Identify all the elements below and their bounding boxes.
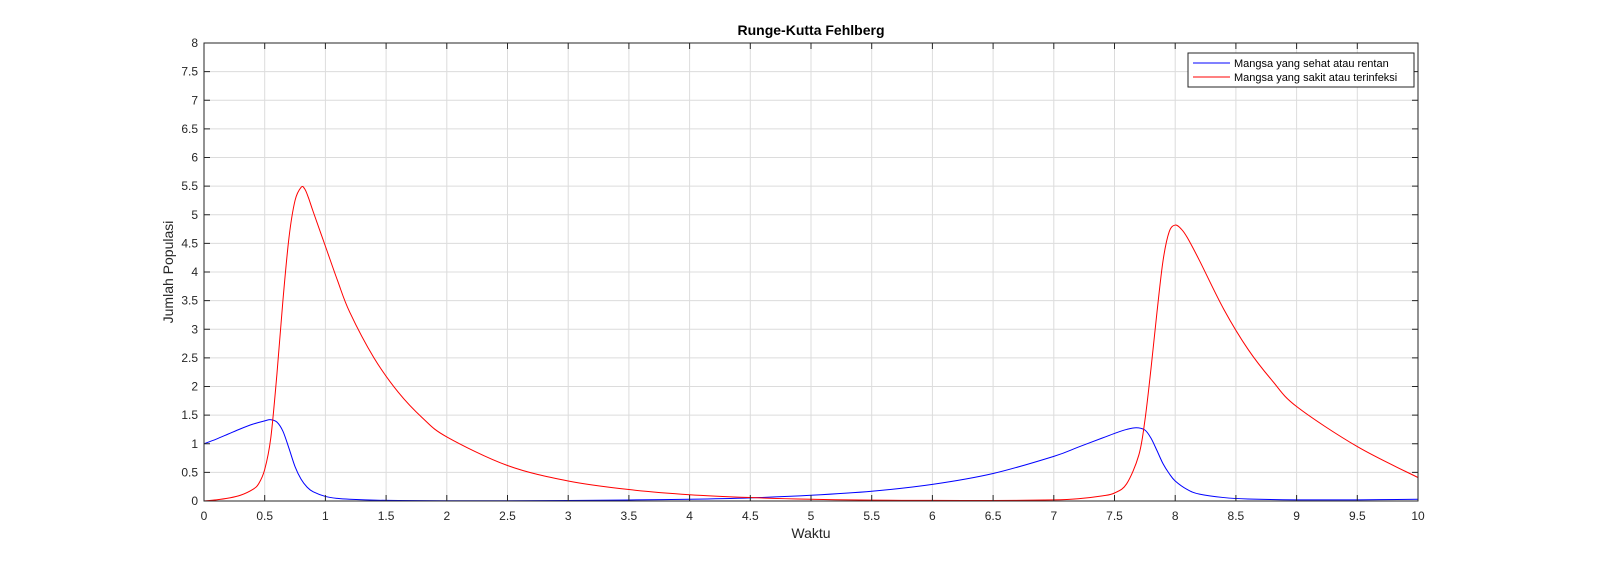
plot-area: 0 0.5 1 1.5 2 2.5 3 3.5 4 4.5 5 5.5 6 6.5 7 7.5 8 8.5 9 9.5… bbox=[181, 36, 1425, 523]
y-tick-label: 4 bbox=[191, 265, 198, 279]
x-tick-label: 0 bbox=[201, 509, 208, 523]
x-tick-label: 3 bbox=[565, 509, 572, 523]
y-tick-label: 4.5 bbox=[181, 236, 198, 250]
x-tick-label: 8 bbox=[1172, 509, 1179, 523]
x-tick-label: 2.5 bbox=[499, 509, 516, 523]
x-tick-label: 3.5 bbox=[621, 509, 638, 523]
x-tick-label: 4 bbox=[686, 509, 693, 523]
y-tick-label: 7.5 bbox=[181, 65, 198, 79]
y-axis-label: Jumlah Populasi bbox=[160, 221, 176, 324]
y-tick-label: 0.5 bbox=[181, 465, 198, 479]
x-tick-label: 1 bbox=[322, 509, 329, 523]
chart-title: Runge-Kutta Fehlberg bbox=[738, 22, 885, 38]
y-tick-label: 2 bbox=[191, 380, 198, 394]
x-tick-label: 7.5 bbox=[1106, 509, 1123, 523]
x-tick-label: 6 bbox=[929, 509, 936, 523]
y-tick-label: 1 bbox=[191, 437, 198, 451]
x-tick-label: 9.5 bbox=[1349, 509, 1366, 523]
y-tick-label: 5.5 bbox=[181, 179, 198, 193]
y-tick-label: 7 bbox=[191, 93, 198, 107]
x-tick-label: 10 bbox=[1411, 509, 1425, 523]
legend: Mangsa yang sehat atau rentan Mangsa yan… bbox=[1187, 52, 1415, 88]
y-tick-label: 1.5 bbox=[181, 408, 198, 422]
x-tick-label: 7 bbox=[1050, 509, 1057, 523]
series-line-infected bbox=[203, 185, 1419, 502]
x-tick-label: 6.5 bbox=[985, 509, 1002, 523]
legend-label-infected: Mangsa yang sakit atau terinfeksi bbox=[1234, 72, 1397, 84]
y-tick-label: 6.5 bbox=[181, 122, 198, 136]
legend-box bbox=[1187, 52, 1415, 88]
legend-label-healthy: Mangsa yang sehat atau rentan bbox=[1234, 58, 1389, 70]
x-axis-label: Waktu bbox=[791, 525, 830, 541]
ticks: 0 0.5 1 1.5 2 2.5 3 3.5 4 4.5 5 5.5 6 6.5 7 7.5 8 8.5 9 9.5… bbox=[181, 36, 1425, 523]
y-tick-label: 2.5 bbox=[181, 351, 198, 365]
x-tick-label: 8.5 bbox=[1228, 509, 1245, 523]
x-tick-label: 2 bbox=[443, 509, 450, 523]
x-tick-label: 1.5 bbox=[378, 509, 395, 523]
y-tick-label: 6 bbox=[191, 151, 198, 165]
x-tick-label: 0.5 bbox=[256, 509, 273, 523]
x-tick-label: 4.5 bbox=[742, 509, 759, 523]
y-tick-label: 5 bbox=[191, 208, 198, 222]
y-tick-label: 3.5 bbox=[181, 294, 198, 308]
x-tick-label: 5.5 bbox=[863, 509, 880, 523]
x-tick-label: 5 bbox=[808, 509, 815, 523]
grid bbox=[204, 43, 1418, 501]
series-layer bbox=[203, 185, 1419, 502]
y-tick-label: 3 bbox=[191, 322, 198, 336]
y-tick-label: 0 bbox=[191, 494, 198, 508]
x-tick-label: 9 bbox=[1293, 509, 1300, 523]
y-tick-label: 8 bbox=[191, 36, 198, 50]
series-line-healthy bbox=[203, 419, 1419, 502]
